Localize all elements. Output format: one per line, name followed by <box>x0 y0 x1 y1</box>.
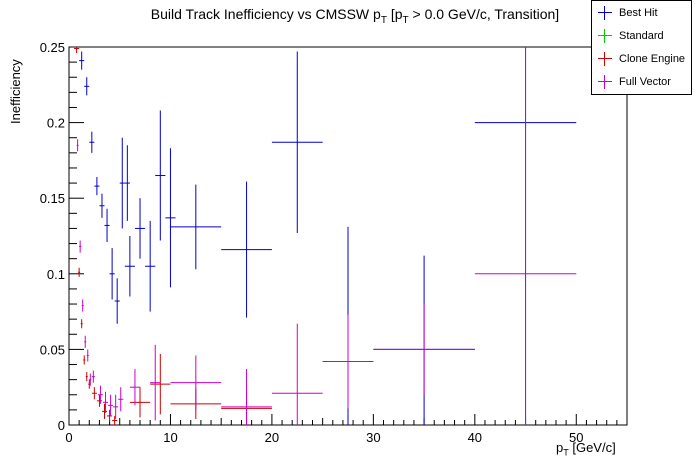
data-point-clone-engine <box>150 353 171 415</box>
legend-label-standard: Standard <box>619 30 664 42</box>
y-tick-label: 0.25 <box>40 40 65 55</box>
data-point-full-vector <box>113 394 119 419</box>
data-point-clone-engine <box>107 409 113 422</box>
legend: Best Hit Standard Clone Engine Full Vect… <box>591 0 692 95</box>
x-tick-label: 30 <box>366 430 380 445</box>
legend-marker-best-hit <box>598 6 612 20</box>
data-point-full-vector <box>91 370 95 383</box>
data-point-best-hit <box>104 208 110 243</box>
data-point-full-vector <box>108 394 114 416</box>
data-point-full-vector <box>86 349 89 362</box>
x-tick-label: 20 <box>265 430 279 445</box>
data-point-best-hit <box>124 236 135 297</box>
data-point-best-hit <box>221 181 272 318</box>
data-point-full-vector <box>322 314 374 409</box>
title-sub-t: T <box>380 14 387 26</box>
legend-item-best-hit: Best Hit <box>592 3 691 26</box>
y-tick-label: 0.05 <box>40 342 65 357</box>
legend-item-clone-engine: Clone Engine <box>592 49 691 72</box>
y-tick-label: 0.1 <box>47 267 65 282</box>
data-point-clone-engine <box>78 267 81 277</box>
data-point-clone-engine <box>91 387 97 400</box>
x-tick-label: 10 <box>163 430 177 445</box>
data-point-best-hit <box>109 248 115 300</box>
data-point-full-vector <box>84 335 87 348</box>
data-point-full-vector <box>89 373 92 386</box>
data-point-best-hit <box>119 137 125 229</box>
data-point-clone-engine <box>74 47 80 54</box>
legend-marker-standard <box>598 29 612 43</box>
title-bracket: [p <box>386 6 403 22</box>
legend-marker-full-vector <box>598 75 612 89</box>
data-point-best-hit <box>124 145 130 221</box>
data-point-best-hit <box>271 51 323 233</box>
data-point-full-vector <box>76 139 79 152</box>
xlabel-sub: T <box>563 447 569 458</box>
data-point-full-vector <box>474 47 577 425</box>
data-point-full-vector <box>102 391 109 413</box>
data-point-clone-engine <box>80 319 83 329</box>
x-tick-label: 50 <box>569 430 583 445</box>
y-tick-label: 0.15 <box>40 191 65 206</box>
data-point-best-hit <box>114 278 120 324</box>
legend-label-best-hit: Best Hit <box>619 7 658 19</box>
data-point-clone-engine <box>112 415 118 425</box>
y-axis-label: Inefficiency <box>8 59 23 124</box>
legend-item-full-vector: Full Vector <box>592 72 691 95</box>
xlabel-main: p <box>556 440 564 455</box>
title-main: Build Track Inefficiency vs CMSSW p <box>150 6 381 22</box>
data-point-clone-engine <box>129 387 151 418</box>
data-point-best-hit <box>134 198 146 259</box>
legend-marker-clone-engine <box>598 52 612 66</box>
legend-label-clone-engine: Clone Engine <box>619 53 686 65</box>
data-point-full-vector <box>81 299 84 312</box>
data-point-best-hit <box>79 51 85 70</box>
data-point-best-hit <box>170 184 222 270</box>
data-point-clone-engine <box>96 394 102 407</box>
data-point-full-vector <box>79 240 82 253</box>
data-point-best-hit <box>155 110 166 241</box>
data-point-full-vector <box>97 385 103 404</box>
data-point-clone-engine <box>101 403 108 419</box>
data-point-full-vector <box>373 304 475 395</box>
data-point-best-hit <box>94 177 100 196</box>
data-point-best-hit <box>84 77 90 96</box>
data-point-clone-engine <box>85 372 88 382</box>
data-point-full-vector <box>129 369 141 406</box>
chart-title: Build Track Inefficiency vs CMSSW pT [pT… <box>120 6 590 26</box>
data-point-full-vector <box>221 369 272 425</box>
title-rest: > 0.0 GeV/c, Transition] <box>408 6 560 22</box>
x-tick-label: 40 <box>468 430 482 445</box>
data-point-full-vector <box>170 355 222 410</box>
data-point-best-hit <box>165 148 176 288</box>
legend-item-standard: Standard <box>592 26 691 49</box>
data-point-best-hit <box>145 220 156 312</box>
x-axis-label: pT [GeV/c] <box>556 440 616 458</box>
data-point-full-vector <box>150 344 161 421</box>
data-point-full-vector <box>118 387 124 412</box>
xlabel-unit: [GeV/c] <box>568 440 616 455</box>
data-point-best-hit <box>89 131 95 153</box>
data-point-clone-engine <box>83 355 86 365</box>
title-sub-t2: T <box>402 14 409 26</box>
data-point-best-hit <box>99 193 105 218</box>
y-tick-label: 0.2 <box>47 116 65 131</box>
data-point-full-vector <box>271 323 323 425</box>
x-tick-label: 0 <box>65 430 72 445</box>
y-tick-label: 0 <box>58 418 65 433</box>
legend-label-full-vector: Full Vector <box>619 76 671 88</box>
